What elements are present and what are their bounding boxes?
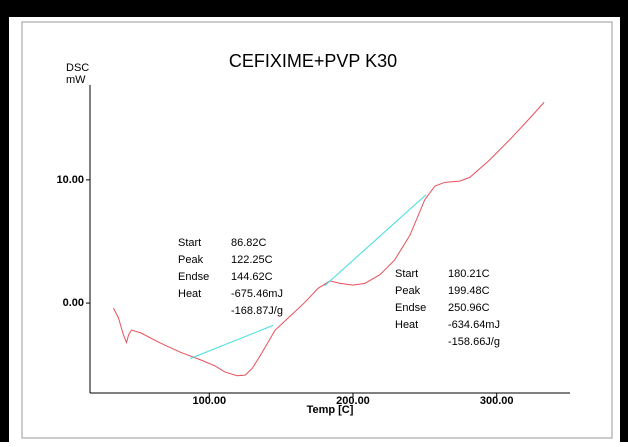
annotation-label: Endse [178,271,209,283]
y-axis-label: DSC [66,62,89,74]
annotation-value: 199.48C [448,285,490,297]
data-line [190,324,274,359]
data-line [112,101,545,377]
x-tick-label: 200.00 [336,395,370,407]
annotation-label: Endse [395,302,426,314]
plot-border [21,21,613,439]
x-axis-label: Temp [C] [307,404,354,416]
annotation-label: Heat [178,288,201,300]
annotation-value: -634.64mJ [448,319,500,331]
data-line [324,194,427,287]
chart-title: CEFIXIME+PVP K30 [229,51,397,71]
annotation-value: 144.62C [231,271,273,283]
frame-right [620,0,628,442]
x-tick-label: 300.00 [480,395,514,407]
annotation-label: Peak [395,285,421,297]
annotation-label: Heat [395,319,418,331]
annotation-label: Start [395,268,418,280]
y-tick-label: 0.00 [63,297,84,309]
annotation-value: 86.82C [231,237,267,249]
annotation-value: -158.66J/g [448,336,500,348]
annotation-label: Start [178,237,201,249]
annotation-label: Peak [178,254,204,266]
annotation-value: 122.25C [231,254,273,266]
annotation-value: 250.96C [448,302,490,314]
frame-left [0,0,9,442]
frame-top [0,0,628,17]
x-tick-label: 100.00 [192,395,226,407]
annotation-value: -675.46mJ [231,288,283,300]
y-tick-label: 10.00 [56,174,84,186]
annotation-value: -168.87J/g [231,305,283,317]
y-axis-unit: mW [66,74,86,86]
annotation-value: 180.21C [448,268,490,280]
